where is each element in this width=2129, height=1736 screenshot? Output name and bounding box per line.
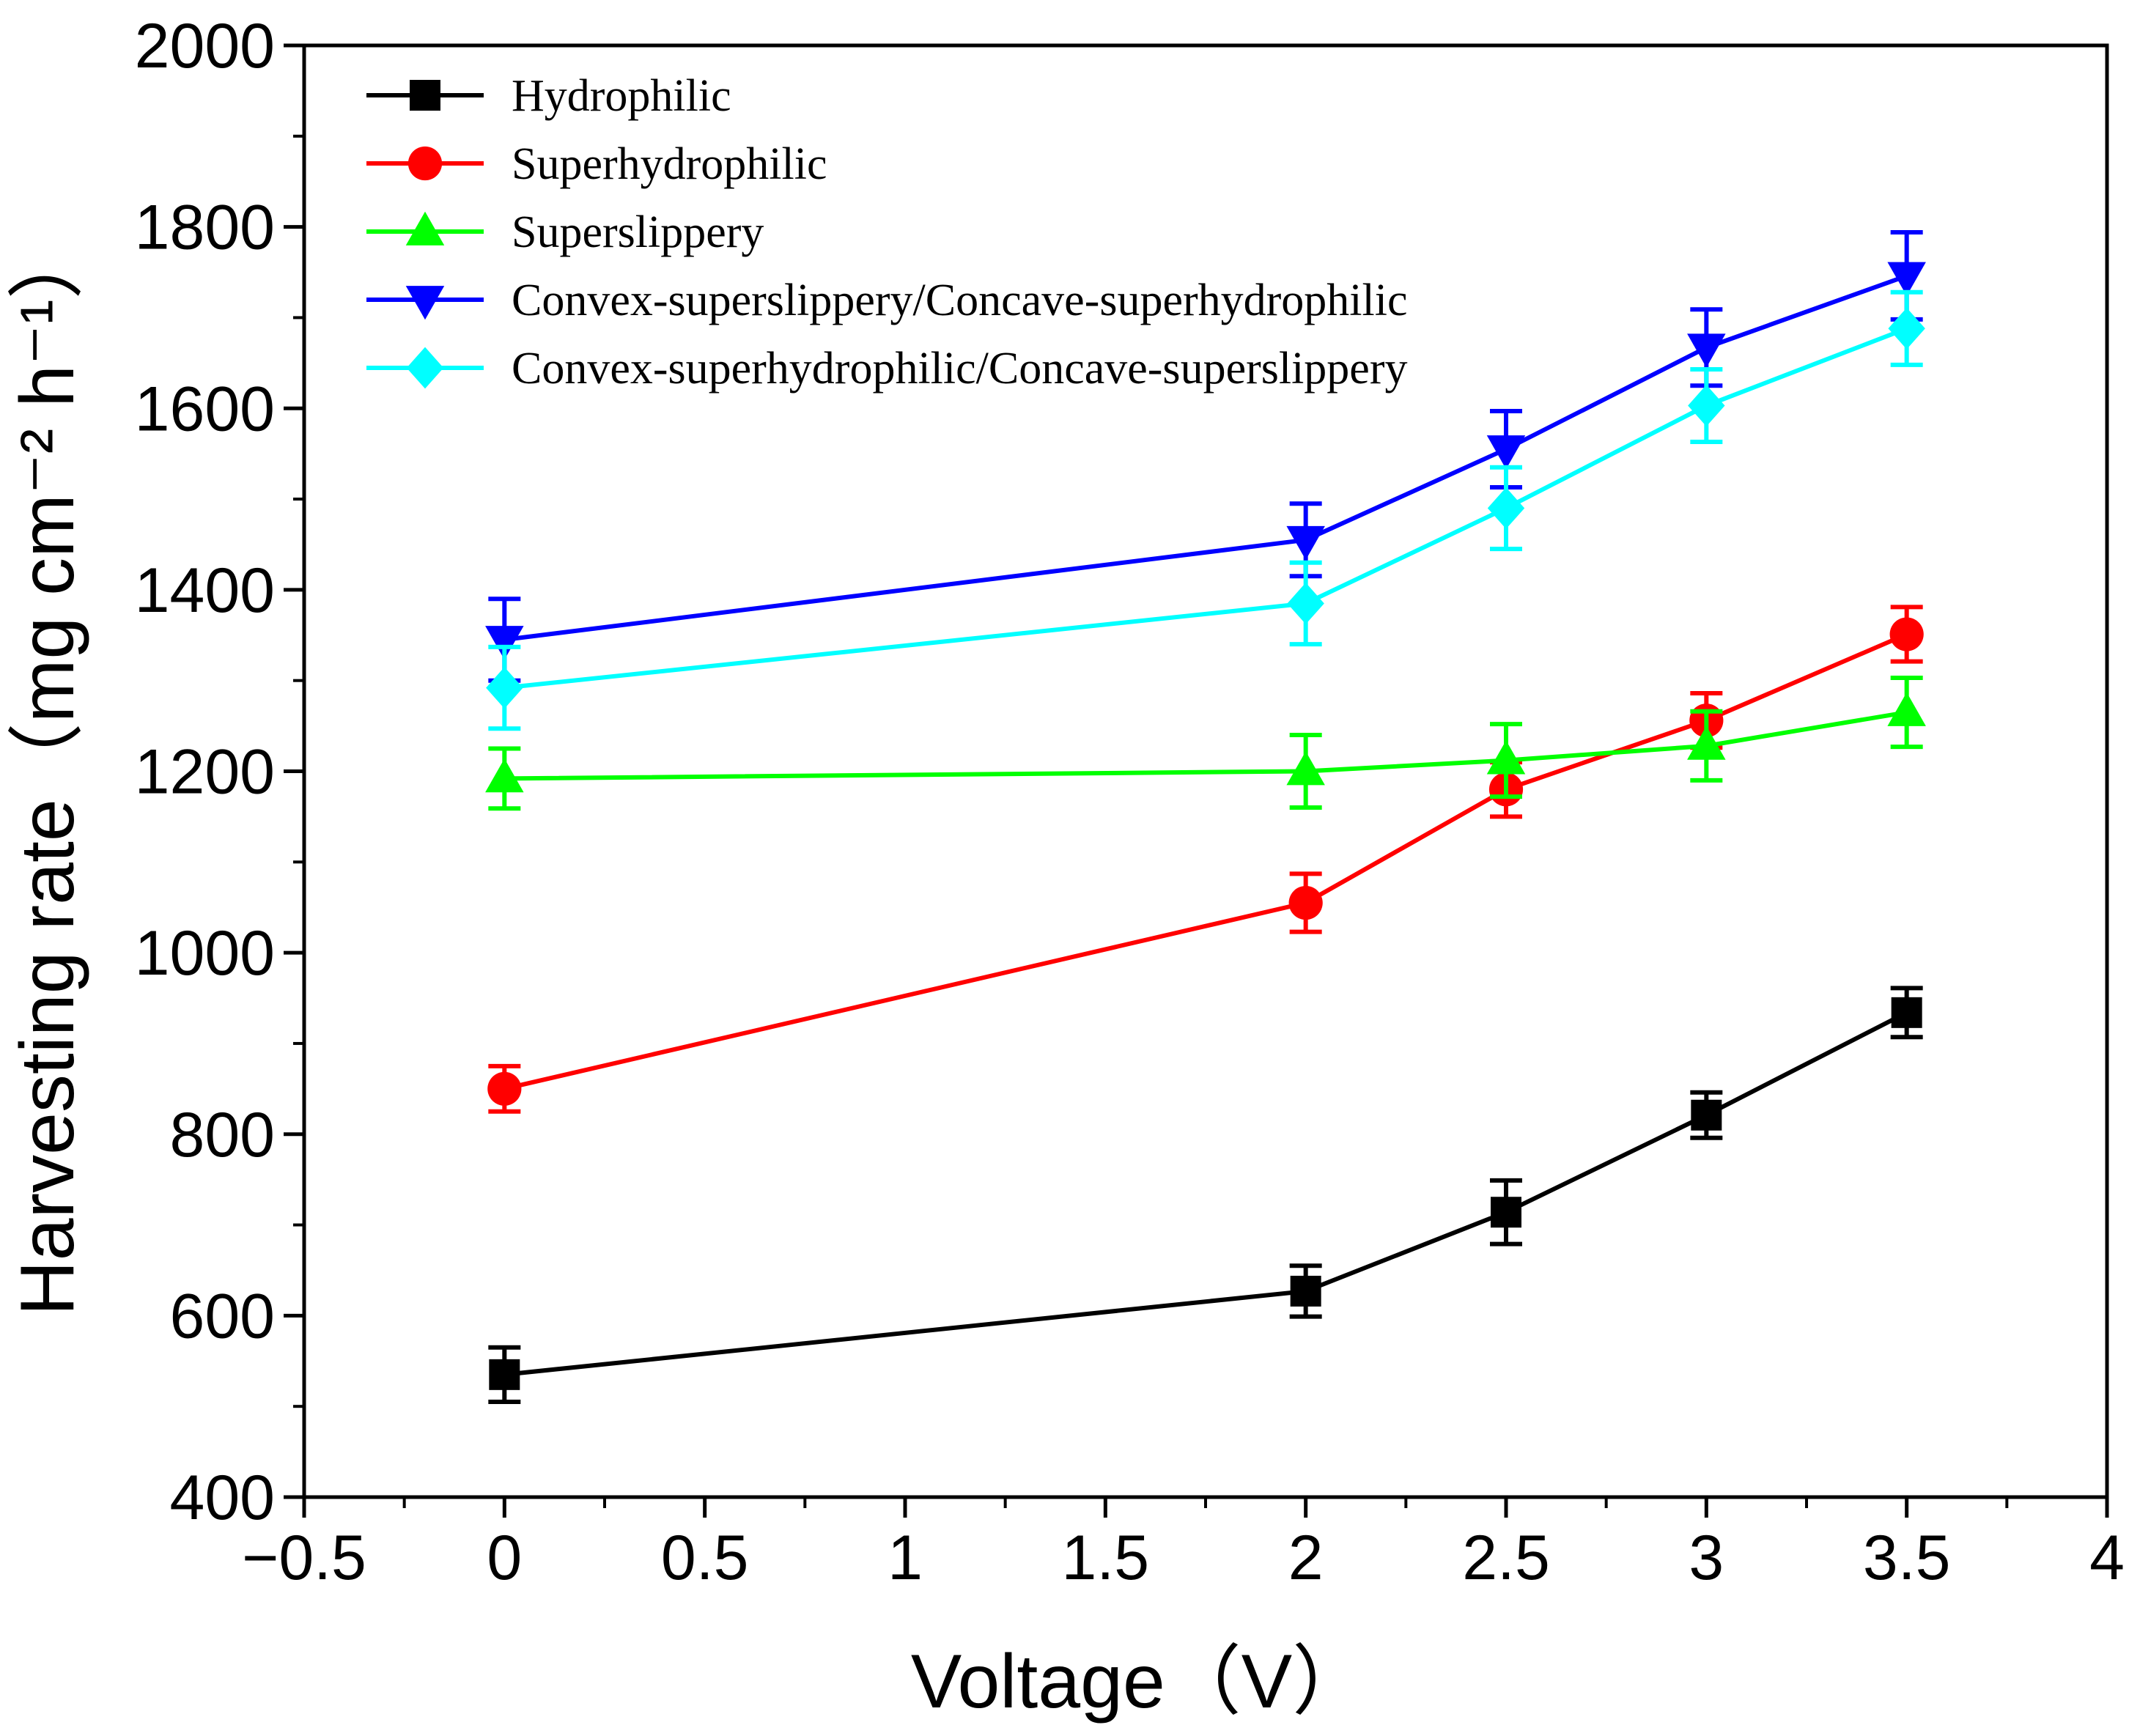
y-tick-label: 400 [170,1463,276,1533]
axes: −0.5 0 0.5 1 1.5 2 2.5 3 3.5 4 400 600 800 1000 1200 14… [135,11,2125,1593]
series-line [503,632,1908,1091]
series-superhydrophilic [487,605,1924,1114]
x-axis-title: Voltage（V） [911,1639,1368,1724]
data-point [410,80,440,111]
data-point [406,347,444,389]
x-tick-label: 0.5 [661,1523,749,1593]
series-hydrophilic [488,986,1923,1404]
x-tick-label: 0 [487,1523,522,1593]
y-tick-label: 1400 [135,555,275,626]
y-tick-label: 1200 [135,737,275,808]
data-point [1891,997,1922,1028]
data-point [1487,487,1525,529]
y-tick-label: 600 [170,1281,276,1351]
data-point [405,211,445,245]
legend-item: Superslippery [366,207,764,257]
data-point [1286,751,1325,786]
series-convex-superslippery-concave-superhydrophilic [485,230,1926,683]
data-point [1288,885,1323,920]
legend-label: Superslippery [512,207,764,257]
data-point [1691,1099,1722,1131]
data-point [1486,435,1526,470]
data-point [1491,1197,1521,1228]
data-point [1888,307,1925,350]
data-point [1290,1275,1321,1307]
data-point [487,1071,522,1106]
x-tick-label: 2.5 [1462,1523,1550,1593]
x-tick-label: 2 [1288,1523,1324,1593]
data-point [486,667,523,709]
data-point [1887,692,1926,726]
data-point [485,626,524,660]
legend: Hydrophilic Superhydrophilic Superslippery… [366,71,1407,394]
legend-label: Convex-superslippery/Concave-superhydrop… [512,276,1407,325]
x-tick-label: 3 [1689,1523,1724,1593]
y-tick-label: 800 [170,1100,276,1170]
data-point [1486,740,1526,775]
data-point [1889,617,1924,651]
x-tick-label: −0.5 [242,1523,366,1593]
series-line [504,1011,1908,1377]
data-point [489,1359,520,1390]
data-point [1687,333,1726,368]
legend-item: Superhydrophilic [366,139,827,189]
data-point [407,146,443,181]
legend-label: Convex-superhydrophilic/Concave-supersli… [512,344,1407,394]
y-axis-title: Harvesting rate（mg cm⁻² h⁻¹） [5,224,90,1316]
series-convex-superhydrophilic-concave-superslippery [486,289,1925,731]
legend-item: Convex-superhydrophilic/Concave-supersli… [366,344,1407,394]
y-tick-label: 1800 [135,193,275,263]
x-tick-label: 1 [888,1523,923,1593]
data-point [405,286,445,320]
series-layer [485,230,1926,1404]
legend-label: Superhydrophilic [512,139,827,189]
legend-label: Hydrophilic [512,71,731,121]
x-tick-label: 4 [2089,1523,2125,1593]
legend-item: Hydrophilic [366,71,731,121]
y-tick-label: 1600 [135,374,275,444]
data-point [1887,262,1926,296]
data-point [1688,385,1725,426]
legend-item: Convex-superslippery/Concave-superhydrop… [366,276,1407,325]
x-tick-label: 1.5 [1062,1523,1150,1593]
x-tick-label: 3.5 [1863,1523,1951,1593]
data-point [485,758,524,793]
series-line [503,273,1908,642]
data-point [1687,725,1726,760]
series-superslippery [485,675,1926,811]
data-point [1287,583,1324,624]
y-tick-label: 1000 [135,918,275,989]
data-point [1286,525,1325,561]
y-tick-label: 2000 [135,11,275,81]
